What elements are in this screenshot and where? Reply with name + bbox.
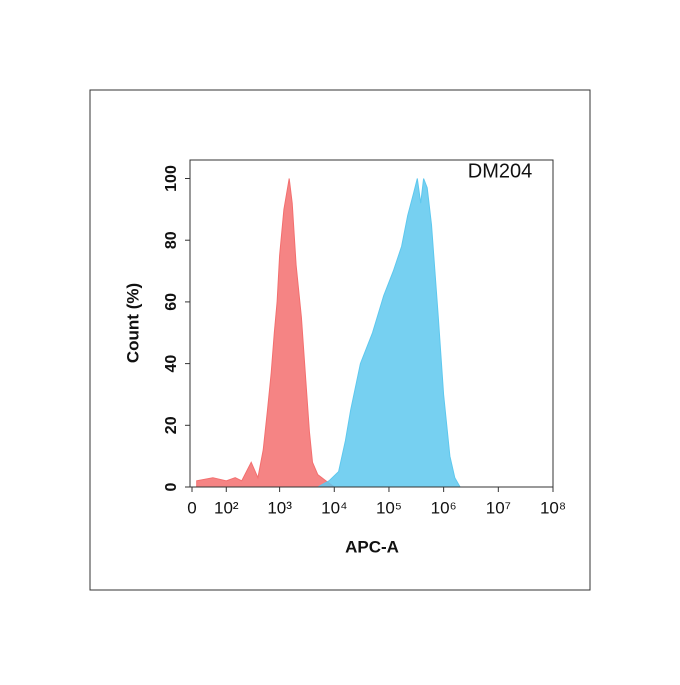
histogram-area: [196, 178, 336, 488]
y-tick-label: 100: [163, 165, 180, 192]
y-axis-label: Count (%): [123, 283, 142, 363]
y-tick-label: 40: [163, 355, 180, 373]
x-tick-label: 10⁴: [321, 498, 347, 517]
y-tick-label: 20: [163, 416, 180, 434]
x-tick-label: 10²: [214, 498, 239, 517]
x-tick-label: 10⁷: [486, 498, 511, 517]
x-tick-label: 10⁶: [431, 498, 457, 517]
x-axis-label: APC-A: [345, 537, 399, 556]
x-tick-label: 10⁵: [376, 498, 402, 517]
histogram-area: [315, 178, 461, 488]
x-tick-label: 10⁸: [540, 498, 566, 517]
x-tick-label: 10³: [267, 498, 292, 517]
y-tick-label: 0: [163, 482, 180, 491]
plot-frame: [189, 159, 554, 488]
y-tick-label: 80: [163, 231, 180, 249]
x-tick-label: 0: [187, 498, 196, 517]
y-tick-label: 60: [163, 293, 180, 311]
annotation: DM204: [468, 160, 532, 182]
frame: [89, 89, 591, 591]
